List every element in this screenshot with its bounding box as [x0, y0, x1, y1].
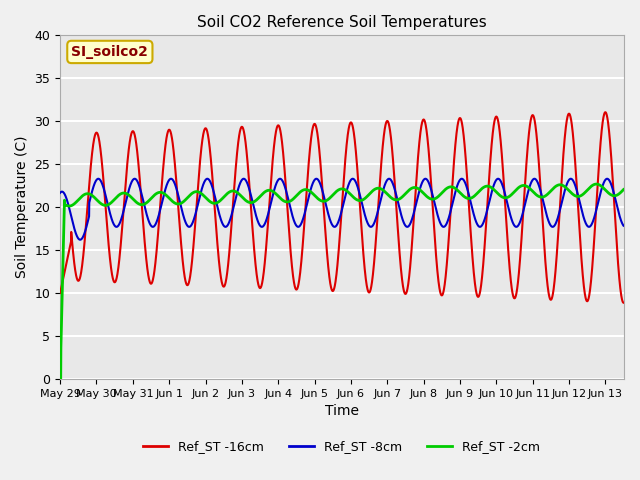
- Legend: Ref_ST -16cm, Ref_ST -8cm, Ref_ST -2cm: Ref_ST -16cm, Ref_ST -8cm, Ref_ST -2cm: [138, 435, 545, 458]
- Y-axis label: Soil Temperature (C): Soil Temperature (C): [15, 136, 29, 278]
- Title: Soil CO2 Reference Soil Temperatures: Soil CO2 Reference Soil Temperatures: [197, 15, 486, 30]
- Text: SI_soilco2: SI_soilco2: [72, 45, 148, 59]
- X-axis label: Time: Time: [325, 404, 359, 418]
